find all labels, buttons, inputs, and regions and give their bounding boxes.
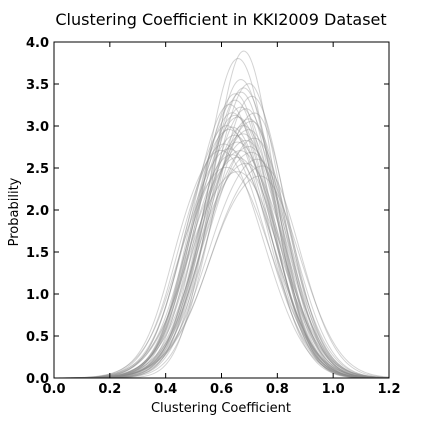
chart-title: Clustering Coefficient in KKI2009 Datase… — [55, 10, 386, 29]
y-axis-ticks: 0.0 0.5 1.0 1.5 2.0 2.5 3.0 3.5 4.0 — [26, 36, 389, 387]
y-tick-label: 1.5 — [26, 246, 49, 261]
y-tick-label: 2.0 — [26, 204, 49, 219]
y-tick-label: 3.5 — [26, 78, 49, 93]
y-tick-label: 1.0 — [26, 288, 49, 303]
x-tick-label: 0.8 — [266, 382, 289, 397]
y-axis-label: Probability — [7, 177, 22, 246]
x-tick-label: 0.4 — [154, 382, 177, 397]
y-tick-label: 3.0 — [26, 120, 49, 135]
x-axis-label: Clustering Coefficient — [151, 401, 291, 416]
x-tick-label: 0.2 — [98, 382, 121, 397]
y-tick-label: 0.5 — [26, 330, 49, 345]
x-axis-ticks: 0.0 0.2 0.4 0.6 0.8 1.0 1.2 — [42, 42, 401, 397]
y-tick-label: 4.0 — [26, 36, 49, 51]
x-tick-label: 1.0 — [322, 382, 345, 397]
x-tick-label: 1.2 — [377, 382, 400, 397]
y-tick-label: 2.5 — [26, 162, 49, 177]
x-tick-label: 0.0 — [42, 382, 65, 397]
y-tick-label: 0.0 — [26, 372, 49, 387]
x-tick-label: 0.6 — [210, 382, 233, 397]
